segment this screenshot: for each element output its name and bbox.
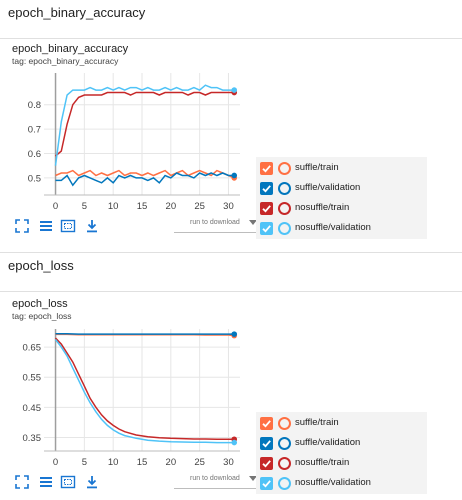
x-tick-label: 10 [108, 457, 119, 468]
series-color-ring-icon [278, 202, 291, 215]
checkbox-checked-icon[interactable] [260, 437, 273, 450]
legend-label: suffle/validation [295, 437, 361, 448]
loss-chart[interactable]: 0 5 10 15 20 25 30 0.35 0.45 0.55 0.65 [0, 321, 262, 471]
checkbox-checked-icon[interactable] [260, 162, 273, 175]
legend-label: suffle/train [295, 417, 339, 428]
x-tick-label: 5 [82, 201, 87, 212]
chart-toolbar: run to download [14, 472, 264, 492]
legend-item[interactable]: nosuffle/validation [256, 474, 427, 494]
checkbox-checked-icon[interactable] [260, 477, 273, 490]
series-line-nosuffle-validation [54, 84, 235, 166]
series-end-point [231, 87, 238, 93]
x-tick-label: 0 [53, 201, 58, 212]
y-tick-label: 0.7 [28, 125, 41, 136]
legend-label: suffle/validation [295, 182, 361, 193]
card-title: epoch_binary_accuracy [12, 43, 129, 55]
series-line-suffle-train [55, 169, 235, 179]
download-icon[interactable] [84, 474, 100, 490]
fit-domain-icon[interactable] [60, 218, 76, 234]
series-end-point [231, 331, 238, 337]
run-to-download-select[interactable]: run to download [174, 474, 260, 489]
run-select-placeholder: run to download [190, 219, 240, 226]
x-tick-label: 30 [223, 457, 234, 468]
download-icon[interactable] [84, 218, 100, 234]
series-color-ring-icon [278, 222, 291, 235]
series-color-ring-icon [278, 477, 291, 490]
legend-label: suffle/train [295, 162, 339, 173]
section-header-loss[interactable]: epoch_loss [0, 252, 462, 292]
toggle-log-scale-icon[interactable] [38, 218, 54, 234]
legend-item[interactable]: suffle/train [256, 159, 427, 179]
legend: suffle/train suffle/validation nosuffle/tr… [256, 412, 427, 494]
card-tag: tag: epoch_loss [12, 311, 72, 321]
legend-label: nosuffle/train [295, 457, 350, 468]
legend-label: nosuffle/train [295, 202, 350, 213]
section-title: epoch_binary_accuracy [8, 5, 146, 20]
series-end-point [231, 172, 238, 179]
card-title: epoch_loss [12, 298, 68, 310]
y-tick-label: 0.45 [23, 403, 42, 414]
section-header-accuracy[interactable]: epoch_binary_accuracy [0, 0, 462, 39]
y-tick-label: 0.6 [28, 149, 41, 160]
x-tick-label: 20 [166, 457, 177, 468]
legend-item[interactable]: suffle/validation [256, 179, 427, 199]
x-tick-label: 15 [137, 457, 148, 468]
x-tick-label: 10 [108, 201, 119, 212]
y-tick-label: 0.5 [28, 173, 41, 184]
run-to-download-select[interactable]: run to download [174, 218, 260, 233]
legend-item[interactable]: nosuffle/train [256, 199, 427, 219]
fullscreen-icon[interactable] [14, 474, 30, 490]
card-tag: tag: epoch_binary_accuracy [12, 56, 119, 66]
checkbox-checked-icon[interactable] [260, 457, 273, 470]
y-tick-label: 0.8 [28, 100, 41, 111]
y-tick-label: 0.35 [23, 433, 42, 444]
x-tick-label: 5 [82, 457, 87, 468]
x-tick-label: 30 [223, 201, 234, 212]
checkbox-checked-icon[interactable] [260, 222, 273, 235]
section-title: epoch_loss [8, 258, 74, 273]
checkbox-checked-icon[interactable] [260, 417, 273, 430]
legend-item[interactable]: nosuffle/train [256, 454, 427, 474]
fit-domain-icon[interactable] [60, 474, 76, 490]
y-tick-label: 0.65 [23, 343, 42, 354]
series-line-nosuffle-train [55, 91, 235, 157]
series-color-ring-icon [278, 417, 291, 430]
fullscreen-icon[interactable] [14, 218, 30, 234]
chart-toolbar: run to download [14, 216, 264, 236]
run-select-placeholder: run to download [190, 475, 240, 482]
y-tick-label: 0.55 [23, 373, 42, 384]
series-line-suffle-validation [55, 172, 235, 187]
x-tick-label: 0 [53, 457, 58, 468]
accuracy-chart[interactable]: 0 5 10 15 20 25 30 0.5 0.6 0.7 0.8 [0, 65, 262, 215]
legend-label: nosuffle/validation [295, 222, 371, 233]
series-line-nosuffle-validation [54, 339, 235, 444]
x-tick-label: 20 [166, 201, 177, 212]
chevron-down-icon [249, 476, 257, 481]
x-tick-label: 25 [194, 201, 205, 212]
series-color-ring-icon [278, 162, 291, 175]
legend-item[interactable]: suffle/train [256, 414, 427, 434]
series-line-nosuffle-train [54, 337, 235, 441]
series-color-ring-icon [278, 457, 291, 470]
series-color-ring-icon [278, 437, 291, 450]
legend-label: nosuffle/validation [295, 477, 371, 488]
x-tick-label: 25 [194, 457, 205, 468]
x-tick-label: 15 [137, 201, 148, 212]
series-end-point [231, 439, 238, 446]
series-color-ring-icon [278, 182, 291, 195]
chevron-down-icon [249, 220, 257, 225]
toggle-log-scale-icon[interactable] [38, 474, 54, 490]
checkbox-checked-icon[interactable] [260, 202, 273, 215]
checkbox-checked-icon[interactable] [260, 182, 273, 195]
legend-item[interactable]: suffle/validation [256, 434, 427, 454]
legend-item[interactable]: nosuffle/validation [256, 219, 427, 239]
legend: suffle/train suffle/validation nosuffle/tr… [256, 157, 427, 239]
